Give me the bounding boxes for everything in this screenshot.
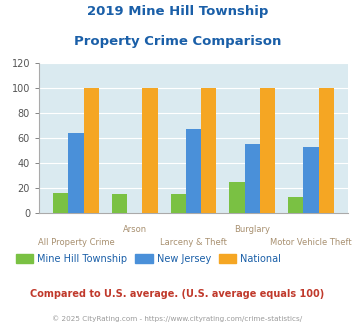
Text: Property Crime Comparison: Property Crime Comparison [74,35,281,48]
Bar [186,129,201,213]
Legend: Mine Hill Township, New Jersey, National: Mine Hill Township, New Jersey, National [12,249,285,267]
Bar [170,194,186,213]
Bar [318,88,334,213]
Text: All Property Crime: All Property Crime [38,238,114,247]
Bar [303,147,318,213]
Text: Burglary: Burglary [234,225,270,234]
Bar [260,88,275,213]
Bar [112,194,127,213]
Text: Motor Vehicle Theft: Motor Vehicle Theft [270,238,352,247]
Bar [288,197,303,213]
Bar [84,88,99,213]
Bar [69,133,84,213]
Bar [245,144,260,213]
Bar [201,88,217,213]
Text: © 2025 CityRating.com - https://www.cityrating.com/crime-statistics/: © 2025 CityRating.com - https://www.city… [53,315,302,322]
Text: 2019 Mine Hill Township: 2019 Mine Hill Township [87,5,268,18]
Bar [53,193,69,213]
Text: Arson: Arson [123,225,147,234]
Bar [142,88,158,213]
Bar [229,182,245,213]
Text: Compared to U.S. average. (U.S. average equals 100): Compared to U.S. average. (U.S. average … [31,289,324,299]
Text: Larceny & Theft: Larceny & Theft [160,238,227,247]
